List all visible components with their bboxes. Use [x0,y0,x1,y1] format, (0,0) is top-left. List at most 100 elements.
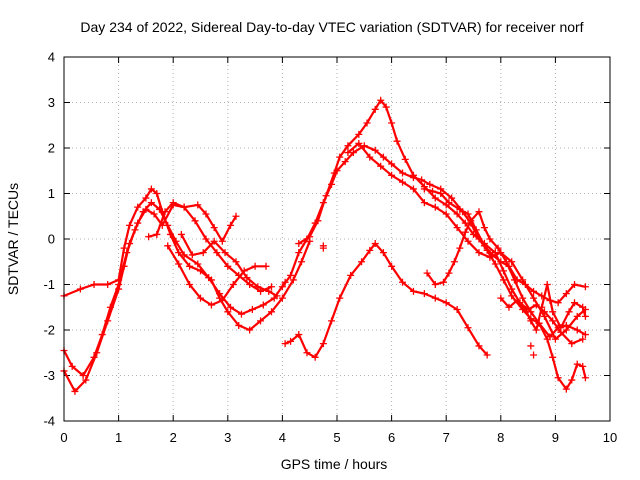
data-point [115,285,123,293]
data-point [399,278,407,286]
data-point [445,269,453,277]
data-point [461,228,469,236]
data-point [472,226,480,234]
data-point [126,221,134,229]
data-point [248,306,256,314]
data-point [169,199,177,207]
data-point [475,342,483,350]
data-point [273,292,281,300]
data-point [76,285,84,293]
data-point [246,326,254,334]
data-point [267,283,275,291]
data-point [254,283,262,291]
data-point [355,139,363,147]
data-point [295,331,303,339]
data-point [147,199,155,207]
data-point [420,185,428,193]
data-point [489,251,497,259]
data-point [519,294,527,302]
x-tick-label: 1 [115,430,122,445]
data-point [322,192,330,200]
data-point [464,210,472,218]
data-point [581,312,589,320]
data-point [439,278,447,286]
data-point [246,281,254,288]
data-point [328,317,336,325]
data-point [549,353,557,361]
x-tick-label: 9 [552,430,559,445]
data-point [562,290,570,298]
data-point [281,340,289,348]
data-point [581,283,589,291]
y-tick-label: -2 [43,323,55,338]
data-point [442,210,450,218]
data-point [543,281,551,288]
data-point [554,299,562,307]
x-axis-label: GPS time / hours [281,456,388,472]
series-trace [180,233,278,297]
data-point [461,219,469,227]
data-point [480,242,488,250]
data-point [453,306,461,314]
data-point [429,187,437,195]
data-point [213,249,221,257]
x-tick-label: 6 [388,430,395,445]
data-point [145,233,153,241]
data-point [153,190,161,197]
data-point [251,262,259,270]
series-trace [426,210,587,391]
data-point [344,142,352,150]
data-point [568,340,576,348]
data-point [153,230,161,238]
data-point [399,169,407,177]
x-tick-label: 5 [333,430,340,445]
data-point [306,233,314,241]
data-point [303,349,311,357]
data-point [491,260,499,268]
data-point [437,190,445,197]
data-point [557,324,565,332]
data-point [210,224,218,232]
data-point [565,308,573,316]
data-point [191,217,199,225]
y-tick-label: -3 [43,368,55,383]
data-point [475,208,483,216]
x-tick-label: 4 [279,430,286,445]
data-point [420,290,428,298]
data-point [500,276,508,284]
data-point [521,306,529,314]
data-point [450,258,458,266]
data-point [543,335,551,343]
data-point [289,276,297,284]
data-point [500,267,508,275]
data-point [262,262,270,270]
data-point [311,353,319,361]
data-point [197,294,204,302]
data-point [336,294,344,302]
data-point [287,271,295,279]
series-sat-l [423,208,589,393]
data-point [344,149,352,157]
data-point [164,242,172,250]
data-point [562,326,570,334]
data-point [134,219,142,227]
data-point [486,235,494,243]
data-point [420,199,428,207]
chart-title: Day 234 of 2022, Sidereal Day-to-day VTE… [80,19,583,35]
data-point [562,385,570,393]
x-tick-label: 8 [497,430,504,445]
data-point [205,274,213,282]
data-point [532,326,540,334]
data-point [480,224,488,232]
data-point [377,162,385,170]
data-point [366,153,374,161]
y-tick-label: -4 [43,414,55,429]
data-point [298,258,306,266]
data-point [341,158,349,166]
data-point [314,217,322,225]
data-point [371,146,379,154]
series-sat-m [497,281,589,334]
tick-layer: 0 1 2 3 4 5 6 7 8 9 10 -4 -3 -2 -1 0 1 2 3 4 [43,50,617,446]
data-point [379,249,387,257]
data-point [401,155,409,163]
